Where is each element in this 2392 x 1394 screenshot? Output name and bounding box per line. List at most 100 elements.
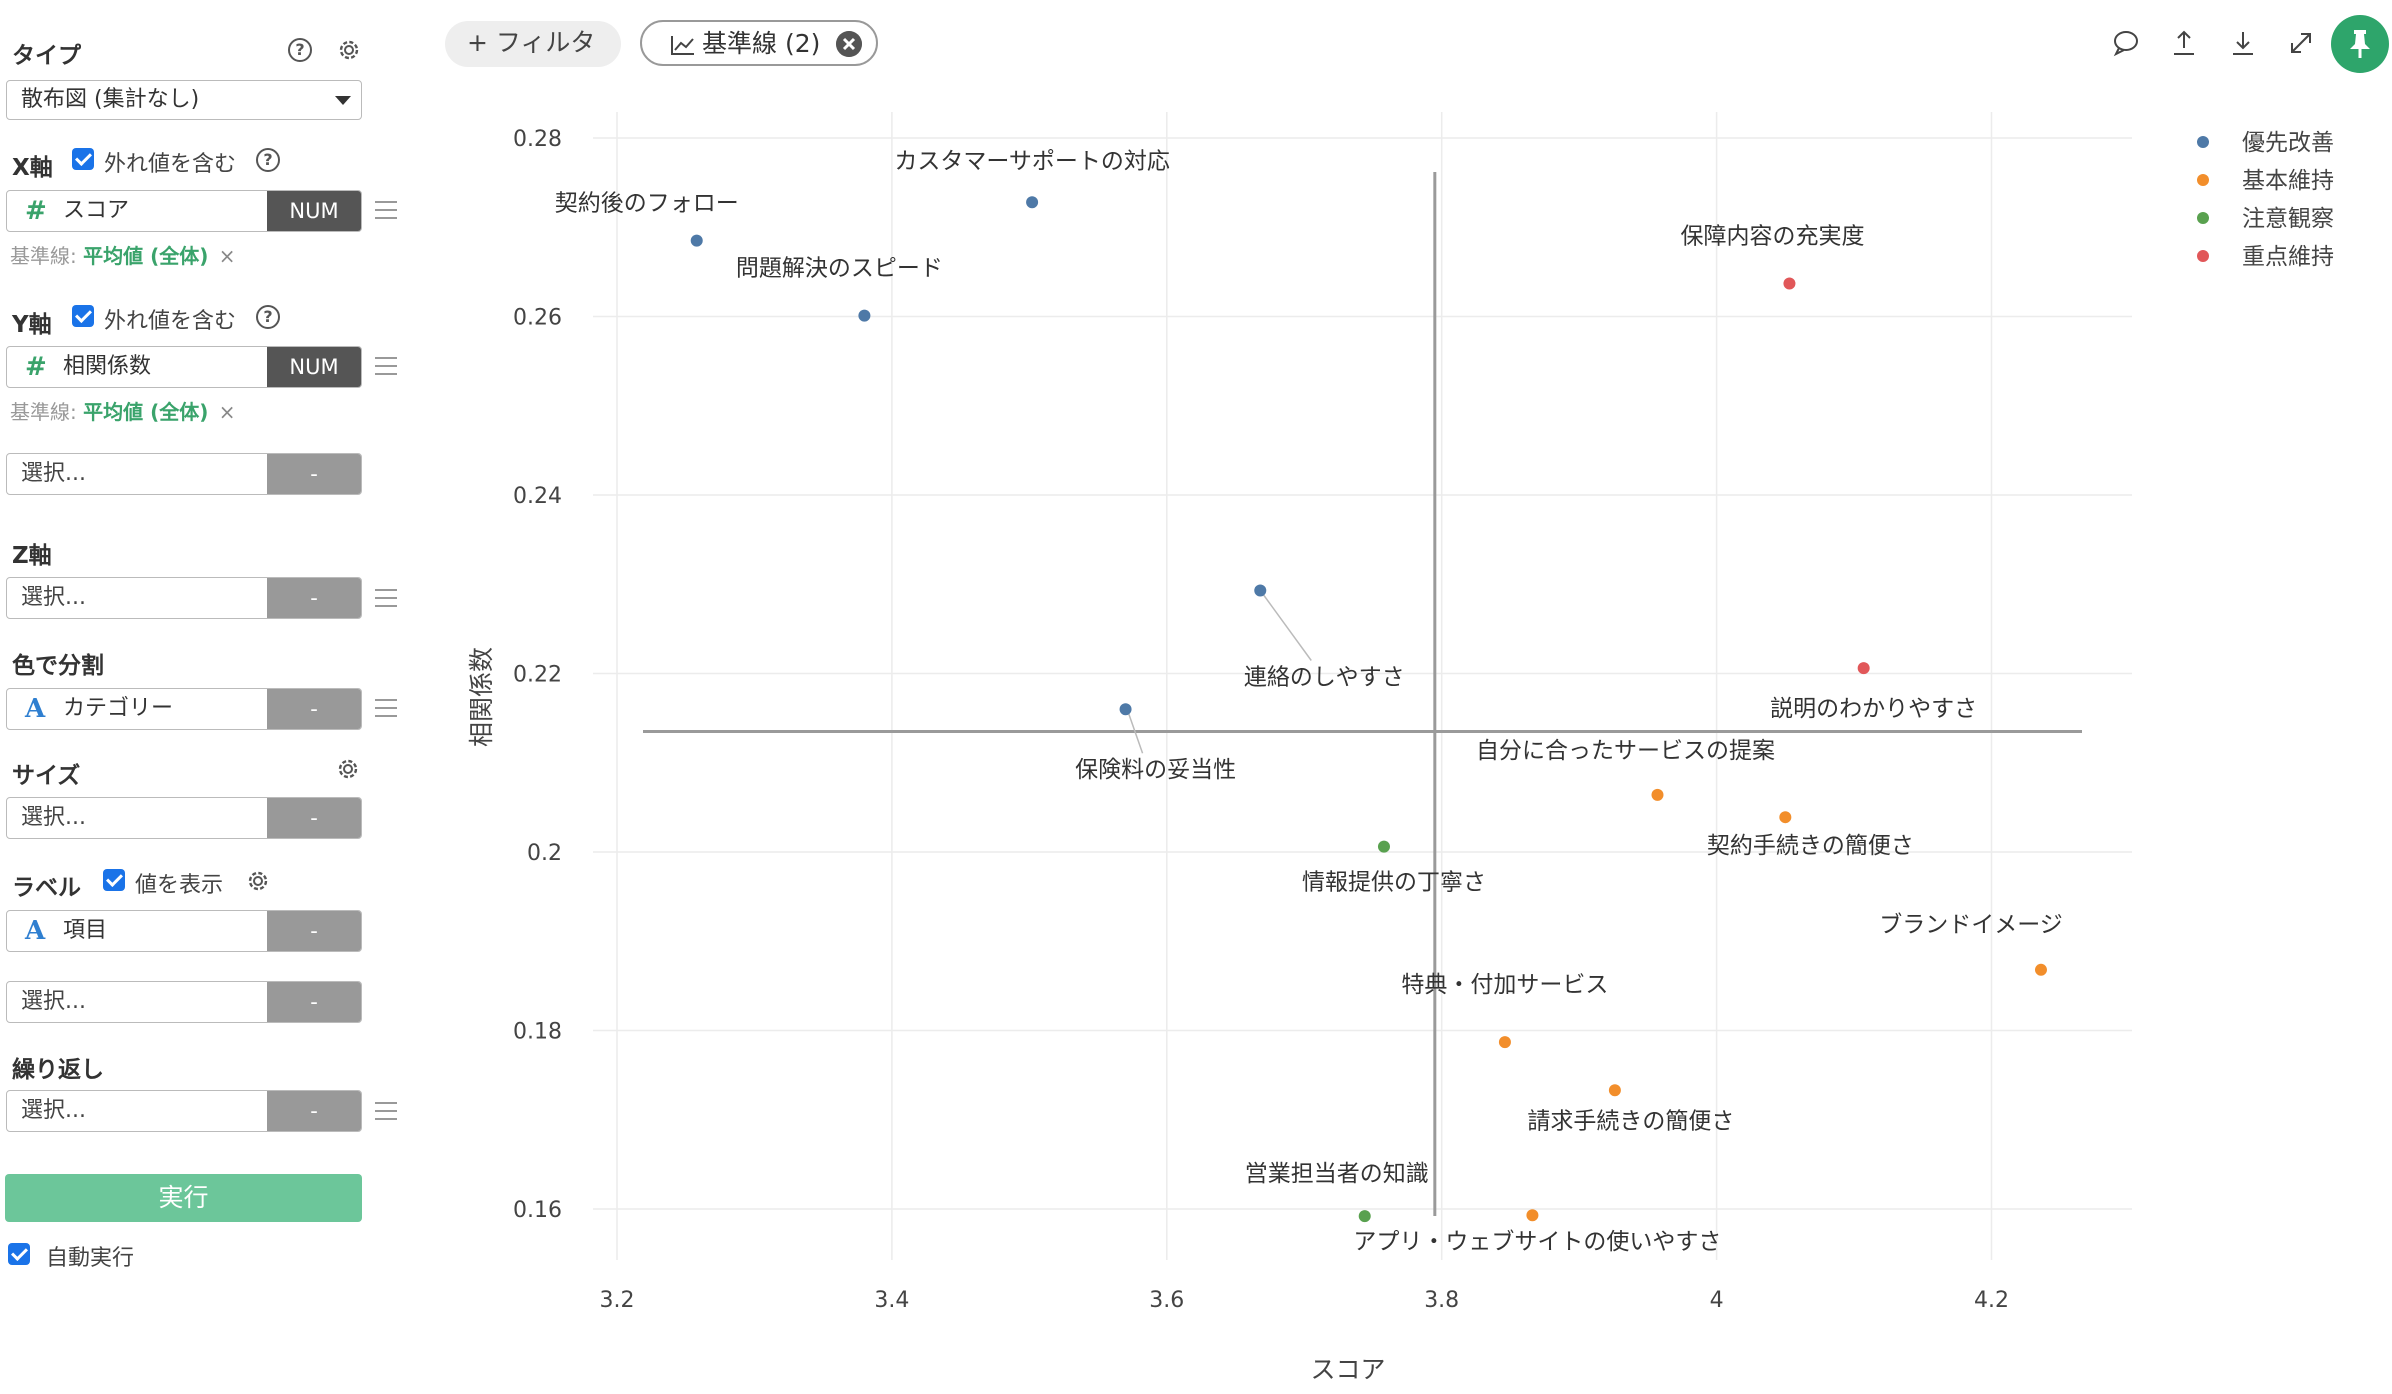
y-ref-value[interactable]: 平均値 (全体) <box>83 400 209 424</box>
auto-run-label: 自動実行 <box>46 1246 135 1271</box>
help-icon[interactable]: ? <box>288 38 312 62</box>
legend-marker[interactable] <box>2197 174 2209 186</box>
size-field[interactable]: 選択... - <box>6 797 362 839</box>
hamburger-icon[interactable] <box>375 201 397 219</box>
data-point[interactable] <box>1498 1036 1511 1049</box>
data-point[interactable] <box>1119 703 1132 716</box>
data-point[interactable] <box>1526 1209 1539 1222</box>
legend-entry[interactable]: 重点維持 <box>2242 244 2334 270</box>
y-ref-remove-icon[interactable]: × <box>218 400 236 424</box>
x-tick-label: 3.4 <box>874 1288 909 1313</box>
hamburger-icon[interactable] <box>375 357 397 375</box>
data-point[interactable] <box>2034 963 2047 976</box>
chart-type-select[interactable]: 散布図 (集計なし) <box>6 80 362 120</box>
x-axis-field-type[interactable]: NUM <box>267 191 361 231</box>
label-extra-placeholder: 選択... <box>21 989 86 1014</box>
chevron-down-icon <box>335 96 351 105</box>
legend-entry[interactable]: 優先改善 <box>2242 130 2334 156</box>
label-field-type[interactable]: - <box>267 911 361 951</box>
y-reference-line: 基準線: 平均値 (全体) × <box>10 396 235 425</box>
point-label: 請求手続きの簡便さ <box>1527 1108 1734 1134</box>
x-outlier-checkbox[interactable] <box>72 148 94 170</box>
add-filter-button[interactable]: + フィルタ <box>445 21 621 67</box>
baseline-button[interactable]: 基準線 (2) <box>640 20 878 66</box>
x-outlier-label: 外れ値を含む <box>104 152 237 177</box>
x-tick-label: 4 <box>1710 1288 1724 1313</box>
label-extra-field[interactable]: 選択... - <box>6 981 362 1023</box>
comment-icon[interactable] <box>2111 28 2141 58</box>
gear-icon[interactable] <box>245 868 271 894</box>
close-icon[interactable] <box>836 31 862 57</box>
point-label: 特典・付加サービス <box>1401 972 1608 998</box>
help-icon[interactable]: ? <box>256 148 280 172</box>
point-label: 契約後のフォロー <box>555 191 739 217</box>
x-ref-value[interactable]: 平均値 (全体) <box>83 244 209 268</box>
data-point[interactable] <box>1857 662 1870 675</box>
hamburger-icon[interactable] <box>375 589 397 607</box>
label-leader-line <box>1262 594 1312 661</box>
show-value-checkbox[interactable] <box>103 869 125 891</box>
z-axis-type[interactable]: - <box>267 578 361 618</box>
point-label: 契約手続きの簡便さ <box>1707 833 1914 859</box>
y-tick-label: 0.26 <box>513 306 562 331</box>
x-axis-title: X軸 <box>12 155 53 181</box>
legend-marker[interactable] <box>2197 250 2209 262</box>
label-extra-type[interactable]: - <box>267 982 361 1022</box>
auto-run-checkbox[interactable] <box>8 1243 30 1265</box>
label-leader-line <box>1127 712 1144 754</box>
data-point[interactable] <box>1377 840 1390 853</box>
point-label: 営業担当者の知識 <box>1245 1161 1429 1187</box>
y-axis-label: 相関係数 <box>467 647 496 747</box>
gear-icon[interactable] <box>336 37 362 63</box>
color-field-type[interactable]: - <box>267 689 361 729</box>
help-icon[interactable]: ? <box>256 305 280 329</box>
x-ref-prefix: 基準線: <box>10 244 77 268</box>
data-point[interactable] <box>1254 584 1267 597</box>
upload-icon[interactable] <box>2169 28 2199 58</box>
data-point[interactable] <box>1779 811 1792 824</box>
data-point[interactable] <box>1651 788 1664 801</box>
y-axis-field-type[interactable]: NUM <box>267 347 361 387</box>
point-label: 情報提供の丁寧さ <box>1302 870 1486 896</box>
legend-entry[interactable]: 注意観察 <box>2242 206 2334 232</box>
z-axis-field[interactable]: 選択... - <box>6 577 362 619</box>
data-point[interactable] <box>1608 1084 1621 1097</box>
y-axis-extra-field[interactable]: 選択... - <box>6 453 362 495</box>
run-button[interactable]: 実行 <box>5 1174 362 1222</box>
grid-lines <box>593 112 2132 1260</box>
legend-marker[interactable] <box>2197 136 2209 148</box>
legend-entry[interactable]: 基本維持 <box>2242 168 2334 194</box>
data-point[interactable] <box>1358 1210 1371 1223</box>
hamburger-icon[interactable] <box>375 699 397 717</box>
size-type[interactable]: - <box>267 798 361 838</box>
string-type-icon: A <box>25 694 46 724</box>
x-tick-label: 3.2 <box>600 1288 635 1313</box>
point-label: 説明のわかりやすさ <box>1770 696 1977 722</box>
label-field[interactable]: A 項目 - <box>6 910 362 952</box>
y-axis-field[interactable]: # 相関係数 NUM <box>6 346 362 388</box>
z-axis-placeholder: 選択... <box>21 585 86 610</box>
data-point[interactable] <box>1026 196 1039 209</box>
pin-button[interactable] <box>2331 15 2389 73</box>
size-placeholder: 選択... <box>21 805 86 830</box>
data-point[interactable] <box>858 309 871 322</box>
data-point[interactable] <box>1783 277 1796 290</box>
point-label: カスタマーサポートの対応 <box>894 148 1170 174</box>
repeat-field[interactable]: 選択... - <box>6 1090 362 1132</box>
x-axis-field[interactable]: # スコア NUM <box>6 190 362 232</box>
download-icon[interactable] <box>2228 28 2258 58</box>
data-point[interactable] <box>690 234 703 247</box>
repeat-type[interactable]: - <box>267 1091 361 1131</box>
y-extra-type[interactable]: - <box>267 454 361 494</box>
x-ref-remove-icon[interactable]: × <box>218 244 236 268</box>
y-outlier-checkbox[interactable] <box>72 305 94 327</box>
y-axis-title: Y軸 <box>12 312 52 338</box>
y-tick-label: 0.22 <box>513 663 562 688</box>
legend-marker[interactable] <box>2197 212 2209 224</box>
gear-icon[interactable] <box>335 756 361 782</box>
hamburger-icon[interactable] <box>375 1102 397 1120</box>
expand-icon[interactable] <box>2286 28 2316 58</box>
size-title: サイズ <box>12 763 81 789</box>
color-field[interactable]: A カテゴリー - <box>6 688 362 730</box>
